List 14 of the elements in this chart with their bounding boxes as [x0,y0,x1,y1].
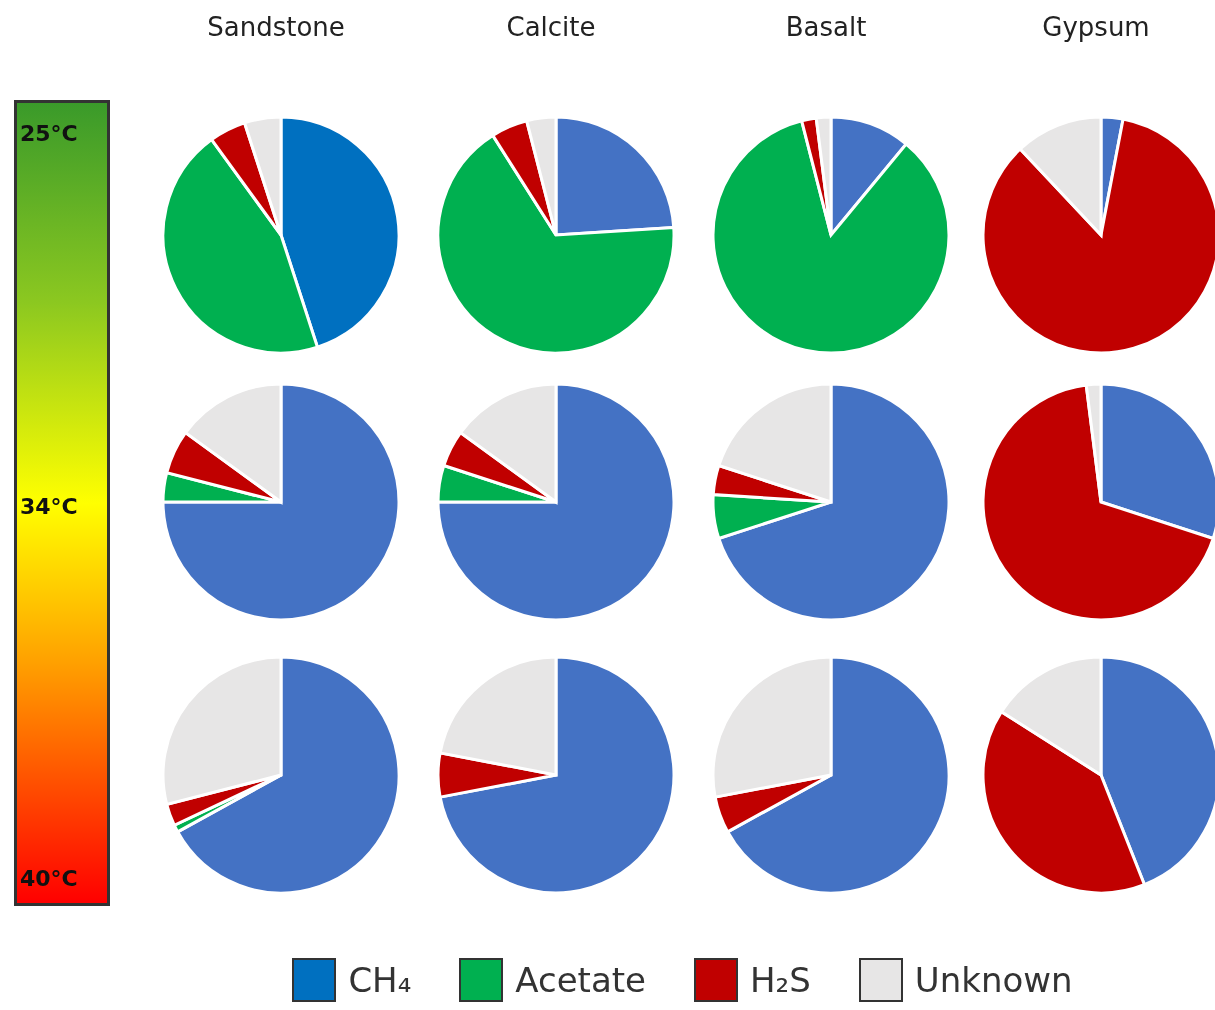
chart-title: Calcite [505,12,597,42]
chart-title: Sandstone [206,12,346,42]
chart-title: Gypsum [1041,12,1151,42]
pie-slice [711,119,949,353]
legend-label: CH₄ [348,960,412,1000]
legend-label: H₂S [750,960,811,1000]
pie-slice [436,382,674,620]
text: 34°C [20,494,78,519]
text: 25°C [20,121,78,146]
pie-slice [161,382,399,620]
chart-title: Basalt [784,12,868,42]
legend-label: Acetate [515,960,646,1000]
legend-label: Unknown [914,960,1073,1000]
text: 40°C [20,866,78,891]
